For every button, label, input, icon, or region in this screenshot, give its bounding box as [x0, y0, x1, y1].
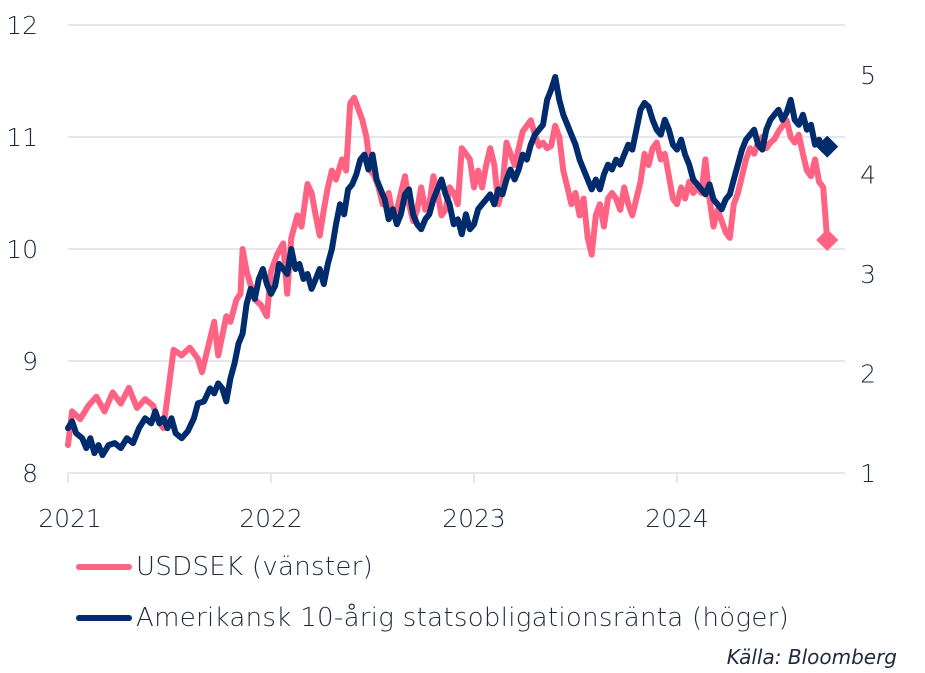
- legend-label-us10y: Amerikansk 10-årig statsobligationsränta…: [136, 603, 790, 633]
- right-axis: 1 2 3 4 5: [860, 61, 876, 488]
- legend-swatch-us10y: [76, 615, 132, 621]
- legend-item-us10y: Amerikansk 10-årig statsobligationsränta…: [76, 603, 789, 633]
- right-tick-label: 5: [860, 61, 876, 90]
- series-line-usdsek: [65, 94, 831, 448]
- end-marker-usdsek: [816, 229, 839, 252]
- x-tick-label: 2024: [645, 504, 709, 533]
- right-tick-label: 2: [860, 360, 876, 389]
- right-tick-label: 4: [860, 161, 876, 190]
- left-tick-label: 11: [6, 123, 38, 152]
- right-tick-label: 1: [860, 459, 876, 488]
- left-tick-label: 10: [6, 235, 38, 264]
- left-tick-label: 9: [22, 347, 38, 376]
- left-tick-label: 8: [22, 459, 38, 488]
- series-line-us10y: [65, 74, 831, 459]
- right-tick-label: 3: [860, 260, 876, 289]
- end-marker-us10y: [816, 135, 839, 158]
- left-tick-label: 12: [6, 11, 38, 40]
- x-tick-label: 2023: [442, 504, 506, 533]
- x-tick-label: 2022: [239, 504, 303, 533]
- legend-swatch-usdsek: [76, 564, 132, 570]
- x-tick-label: 2021: [38, 504, 102, 533]
- source-note: Källa: Bloomberg: [726, 645, 897, 669]
- left-axis: 8 9 10 11 12: [6, 11, 38, 488]
- gridlines: [67, 24, 845, 483]
- series-group: [65, 74, 839, 459]
- legend-label-usdsek: USDSEK (vänster): [136, 552, 374, 582]
- legend-item-usdsek: USDSEK (vänster): [76, 552, 373, 582]
- x-axis: 2021 2022 2023 2024: [38, 473, 709, 533]
